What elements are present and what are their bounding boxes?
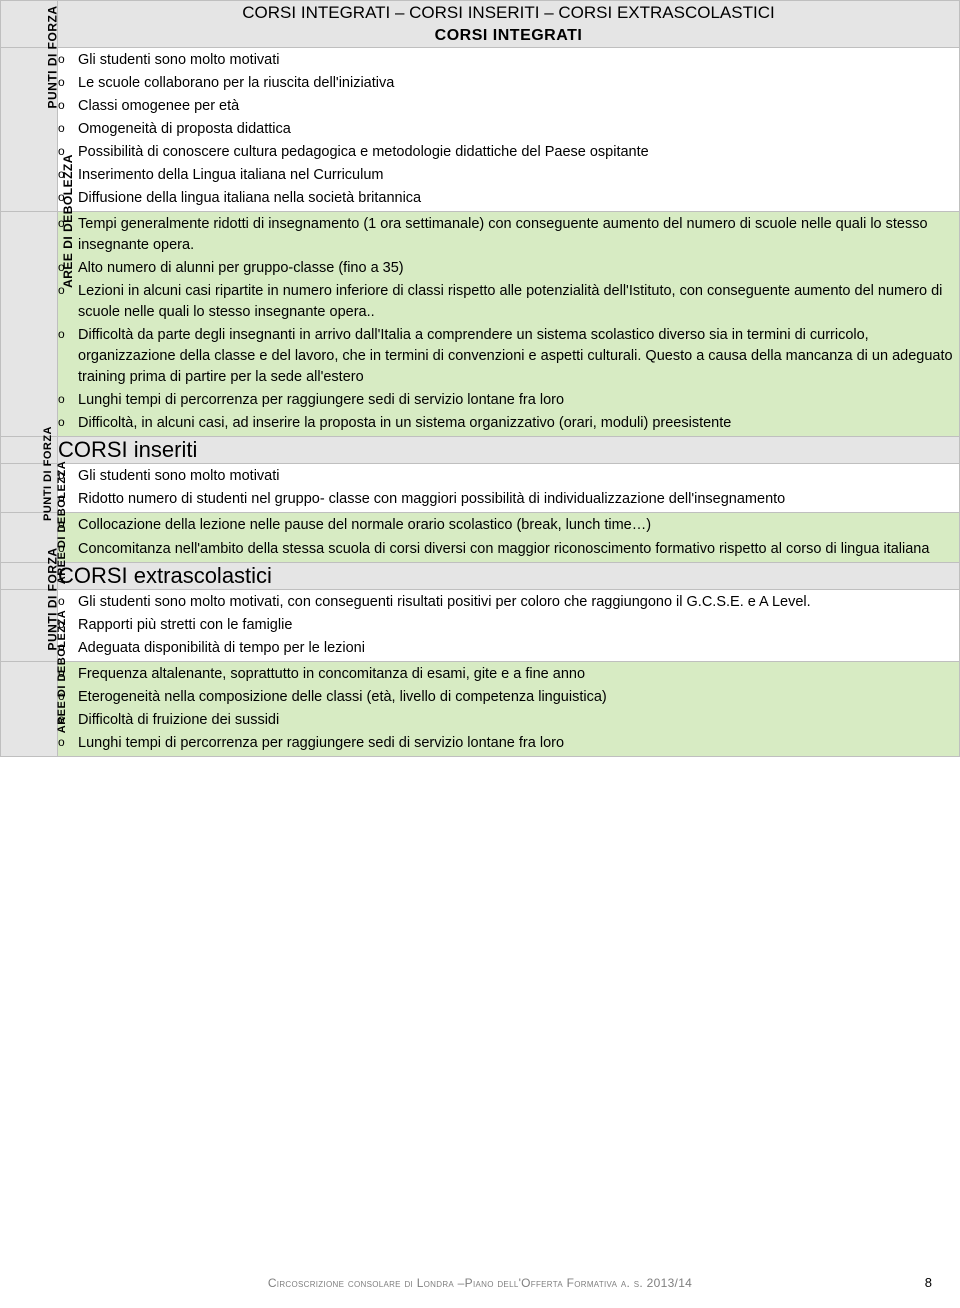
section2-forza-label: PUNTI DI FORZA	[1, 464, 58, 513]
list-item: Tempi generalmente ridotti di insegnamen…	[58, 214, 959, 256]
list-item: Concomitanza nell'ambito della stessa sc…	[58, 539, 959, 560]
list-item: Diffusione della lingua italiana nella s…	[58, 188, 959, 209]
section3-forza-content: Gli studenti sono molto motivati, con co…	[58, 589, 960, 661]
section2-debolezza-list: Collocazione della lezione nelle pause d…	[58, 515, 959, 559]
list-item: Possibilità di conoscere cultura pedagog…	[58, 142, 959, 163]
list-item: Difficoltà, in alcuni casi, ad inserire …	[58, 413, 959, 434]
section3-forza-list: Gli studenti sono molto motivati, con co…	[58, 592, 959, 659]
footer-text: Circoscrizione consolare di Londra –Pian…	[0, 1276, 960, 1290]
list-item: Collocazione della lezione nelle pause d…	[58, 515, 959, 536]
page-number: 8	[925, 1275, 932, 1290]
header-row: CORSI INTEGRATI – CORSI INSERITI – CORSI…	[1, 1, 960, 48]
header-title: CORSI INTEGRATI – CORSI INSERITI – CORSI…	[58, 1, 959, 25]
section3-title-row: CORSI extrascolastici	[1, 562, 960, 589]
section1-debolezza-content: Tempi generalmente ridotti di insegnamen…	[58, 212, 960, 437]
section1-forza-label: PUNTI DI FORZA	[1, 48, 58, 212]
section3-forza-row: PUNTI DI FORZA Gli studenti sono molto m…	[1, 589, 960, 661]
section2-title-row: CORSI inseriti	[1, 437, 960, 464]
section1-forza-row: PUNTI DI FORZA Gli studenti sono molto m…	[1, 48, 960, 212]
page: CORSI INTEGRATI – CORSI INSERITI – CORSI…	[0, 0, 960, 1308]
section1-forza-content: Gli studenti sono molto motivati Le scuo…	[58, 48, 960, 212]
list-item: Gli studenti sono molto motivati	[58, 50, 959, 71]
section3-debolezza-row: AREE DI DEBOLEZZA Frequenza altalenante,…	[1, 661, 960, 756]
list-item: Gli studenti sono molto motivati, con co…	[58, 592, 959, 613]
list-item: Lunghi tempi di percorrenza per raggiung…	[58, 733, 959, 754]
section1-forza-list: Gli studenti sono molto motivati Le scuo…	[58, 50, 959, 209]
list-item: Difficoltà da parte degli insegnanti in …	[58, 325, 959, 388]
list-item: Eterogeneità nella composizione delle cl…	[58, 687, 959, 708]
list-item: Inserimento della Lingua italiana nel Cu…	[58, 165, 959, 186]
header-cell: CORSI INTEGRATI – CORSI INSERITI – CORSI…	[58, 1, 960, 48]
section2-debolezza-row: AREE DI DEBOLEZZA Collocazione della lez…	[1, 513, 960, 562]
list-item: Difficoltà di fruizione dei sussidi	[58, 710, 959, 731]
rot-label: PUNTI DI FORZA	[43, 426, 54, 521]
section2-title: CORSI inseriti	[58, 437, 960, 464]
list-item: Frequenza altalenante, soprattutto in co…	[58, 664, 959, 685]
list-item: Le scuole collaborano per la riuscita de…	[58, 73, 959, 94]
section2-forza-list: Gli studenti sono molto motivati Ridotto…	[58, 466, 959, 510]
section2-forza-content: Gli studenti sono molto motivati Ridotto…	[58, 464, 960, 513]
section3-debolezza-content: Frequenza altalenante, soprattutto in co…	[58, 661, 960, 756]
list-item: Rapporti più stretti con le famiglie	[58, 615, 959, 636]
section2-debolezza-content: Collocazione della lezione nelle pause d…	[58, 513, 960, 562]
document-table: CORSI INTEGRATI – CORSI INSERITI – CORSI…	[0, 0, 960, 757]
section1-debolezza-row: AREE DI DEBOLEZZA Tempi generalmente rid…	[1, 212, 960, 437]
section3-debolezza-list: Frequenza altalenante, soprattutto in co…	[58, 664, 959, 754]
list-item: Classi omogenee per età	[58, 96, 959, 117]
list-item: Lunghi tempi di percorrenza per raggiung…	[58, 390, 959, 411]
section3-title: CORSI extrascolastici	[58, 562, 960, 589]
list-item: Alto numero di alunni per gruppo-classe …	[58, 258, 959, 279]
list-item: Omogeneità di proposta didattica	[58, 119, 959, 140]
list-item: Lezioni in alcuni casi ripartite in nume…	[58, 281, 959, 323]
list-item: Adeguata disponibilità di tempo per le l…	[58, 638, 959, 659]
section1-debolezza-list: Tempi generalmente ridotti di insegnamen…	[58, 214, 959, 434]
section3-forza-label: PUNTI DI FORZA	[1, 589, 58, 661]
section2-forza-row: PUNTI DI FORZA Gli studenti sono molto m…	[1, 464, 960, 513]
section1-debolezza-label: AREE DI DEBOLEZZA	[1, 212, 58, 437]
section3-debolezza-label: AREE DI DEBOLEZZA	[1, 661, 58, 756]
list-item: Ridotto numero di studenti nel gruppo- c…	[58, 489, 959, 510]
header-subtitle: CORSI INTEGRATI	[58, 25, 959, 47]
list-item: Gli studenti sono molto motivati	[58, 466, 959, 487]
